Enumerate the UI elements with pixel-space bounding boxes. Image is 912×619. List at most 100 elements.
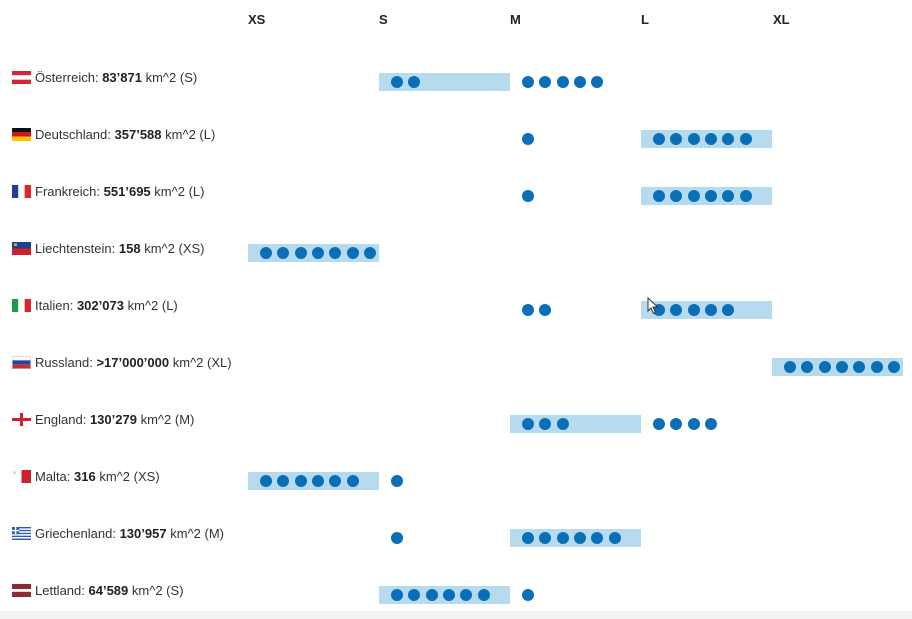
estimate-dot [722, 133, 735, 145]
estimate-dot [329, 247, 342, 259]
area-unit: km^2 [165, 126, 196, 142]
estimate-dot [522, 190, 534, 202]
area-value: 83’871 [102, 69, 142, 85]
row-label-frankreich: Frankreich: 551’695 km^2 (L) [12, 183, 204, 199]
area-unit: km^2 [170, 525, 201, 541]
greece-flag-icon [12, 526, 31, 540]
country-name: Griechenland [35, 525, 113, 541]
estimate-dot [294, 247, 307, 259]
estimate-dot [704, 133, 717, 145]
estimate-dot [887, 361, 900, 373]
estimate-dot [311, 247, 324, 259]
estimate-dot [391, 76, 403, 88]
estimate-dot [539, 532, 552, 544]
area-value: 357’588 [114, 126, 162, 142]
country-name: Russland [35, 354, 90, 370]
area-unit: km^2 [131, 582, 163, 598]
estimate-dot [408, 76, 421, 88]
estimate-dot [784, 361, 796, 373]
estimate-dot [704, 304, 717, 316]
size-class: L [192, 183, 201, 199]
country-name: Deutschland [35, 126, 108, 142]
column-header-l: L [641, 12, 649, 27]
estimate-dot [391, 475, 403, 487]
estimate-dot [260, 247, 272, 259]
area-value: 130’279 [89, 411, 137, 427]
size-class: L [203, 126, 211, 142]
size-class: S [184, 69, 193, 85]
estimate-dot [522, 133, 534, 145]
area-prefix: > [96, 354, 105, 370]
liechtenstein-flag-icon [12, 241, 31, 255]
austria-flag-icon [12, 70, 31, 84]
area-value: 130’957 [119, 525, 167, 541]
estimate-dot [346, 475, 359, 487]
estimate-dot [311, 475, 324, 487]
estimate-dot [653, 190, 665, 202]
estimate-dot [425, 589, 438, 601]
column-header-m: M [510, 12, 521, 27]
france-flag-icon [12, 184, 31, 198]
estimate-dot [687, 304, 700, 316]
latvia-flag-icon [12, 583, 31, 597]
row-label-deutschland: Deutschland: 357’588 km^2 (L) [12, 126, 215, 142]
estimate-dot [591, 76, 604, 88]
size-class: XL [211, 354, 228, 370]
estimate-dot [739, 133, 752, 145]
area-unit: km^2 [144, 240, 175, 256]
estimate-dot [556, 76, 569, 88]
estimate-dot [704, 418, 717, 430]
size-class: M [208, 525, 220, 541]
germany-flag-icon [12, 127, 31, 141]
row-label-malta: Malta: 316 km^2 (XS) [12, 468, 160, 484]
italy-flag-icon [12, 298, 31, 312]
area-value: 302’073 [76, 297, 124, 313]
area-unit: km^2 [145, 69, 177, 85]
area-unit: km^2 [140, 411, 172, 427]
country-name: Malta [35, 468, 67, 484]
estimate-dot [739, 190, 752, 202]
country-name: Lettland [35, 582, 82, 598]
estimate-dot [294, 475, 307, 487]
estimate-dot [591, 532, 604, 544]
estimate-dot [277, 475, 290, 487]
estimate-dot [801, 361, 814, 373]
bottom-strip [0, 611, 912, 619]
england-flag-icon [12, 412, 31, 426]
column-header-xs: XS [248, 12, 266, 27]
estimate-dot [277, 247, 290, 259]
estimate-dot [573, 532, 586, 544]
column-header-s: S [379, 12, 388, 27]
estimate-dot [670, 418, 683, 430]
estimate-dot [870, 361, 883, 373]
area-value: 17’000’000 [104, 354, 170, 370]
estimate-dot [818, 361, 831, 373]
area-unit: km^2 [127, 297, 159, 313]
country-name: Frankreich [35, 183, 97, 199]
size-class: M [179, 411, 191, 427]
area-unit: km^2 [154, 183, 185, 199]
estimate-dot [670, 190, 683, 202]
size-class: L [166, 297, 174, 313]
row-label-österreich: Österreich: 83’871 km^2 (S) [12, 69, 197, 85]
country-name: Liechtenstein [35, 240, 112, 256]
estimate-dot [687, 190, 700, 202]
size-class: XS [137, 468, 156, 484]
estimate-dot [460, 589, 473, 601]
row-label-lettland: Lettland: 64’589 km^2 (S) [12, 582, 184, 598]
row-label-italien: Italien: 302’073 km^2 (L) [12, 297, 178, 313]
estimate-dot [653, 418, 665, 430]
estimate-dot [539, 418, 552, 430]
area-unit: km^2 [99, 468, 131, 484]
mouse-pointer-icon [647, 297, 659, 315]
row-label-griechenland: Griechenland: 130’957 km^2 (M) [12, 525, 224, 541]
area-unit: km^2 [172, 354, 204, 370]
estimate-dot [477, 589, 490, 601]
estimate-dot [539, 304, 552, 316]
estimate-dot [539, 76, 552, 88]
estimate-dot [670, 133, 683, 145]
area-value: 64’589 [88, 582, 129, 598]
russia-flag-icon [12, 355, 31, 369]
estimate-dot [260, 475, 272, 487]
row-label-liechtenstein: Liechtenstein: 158 km^2 (XS) [12, 240, 205, 256]
